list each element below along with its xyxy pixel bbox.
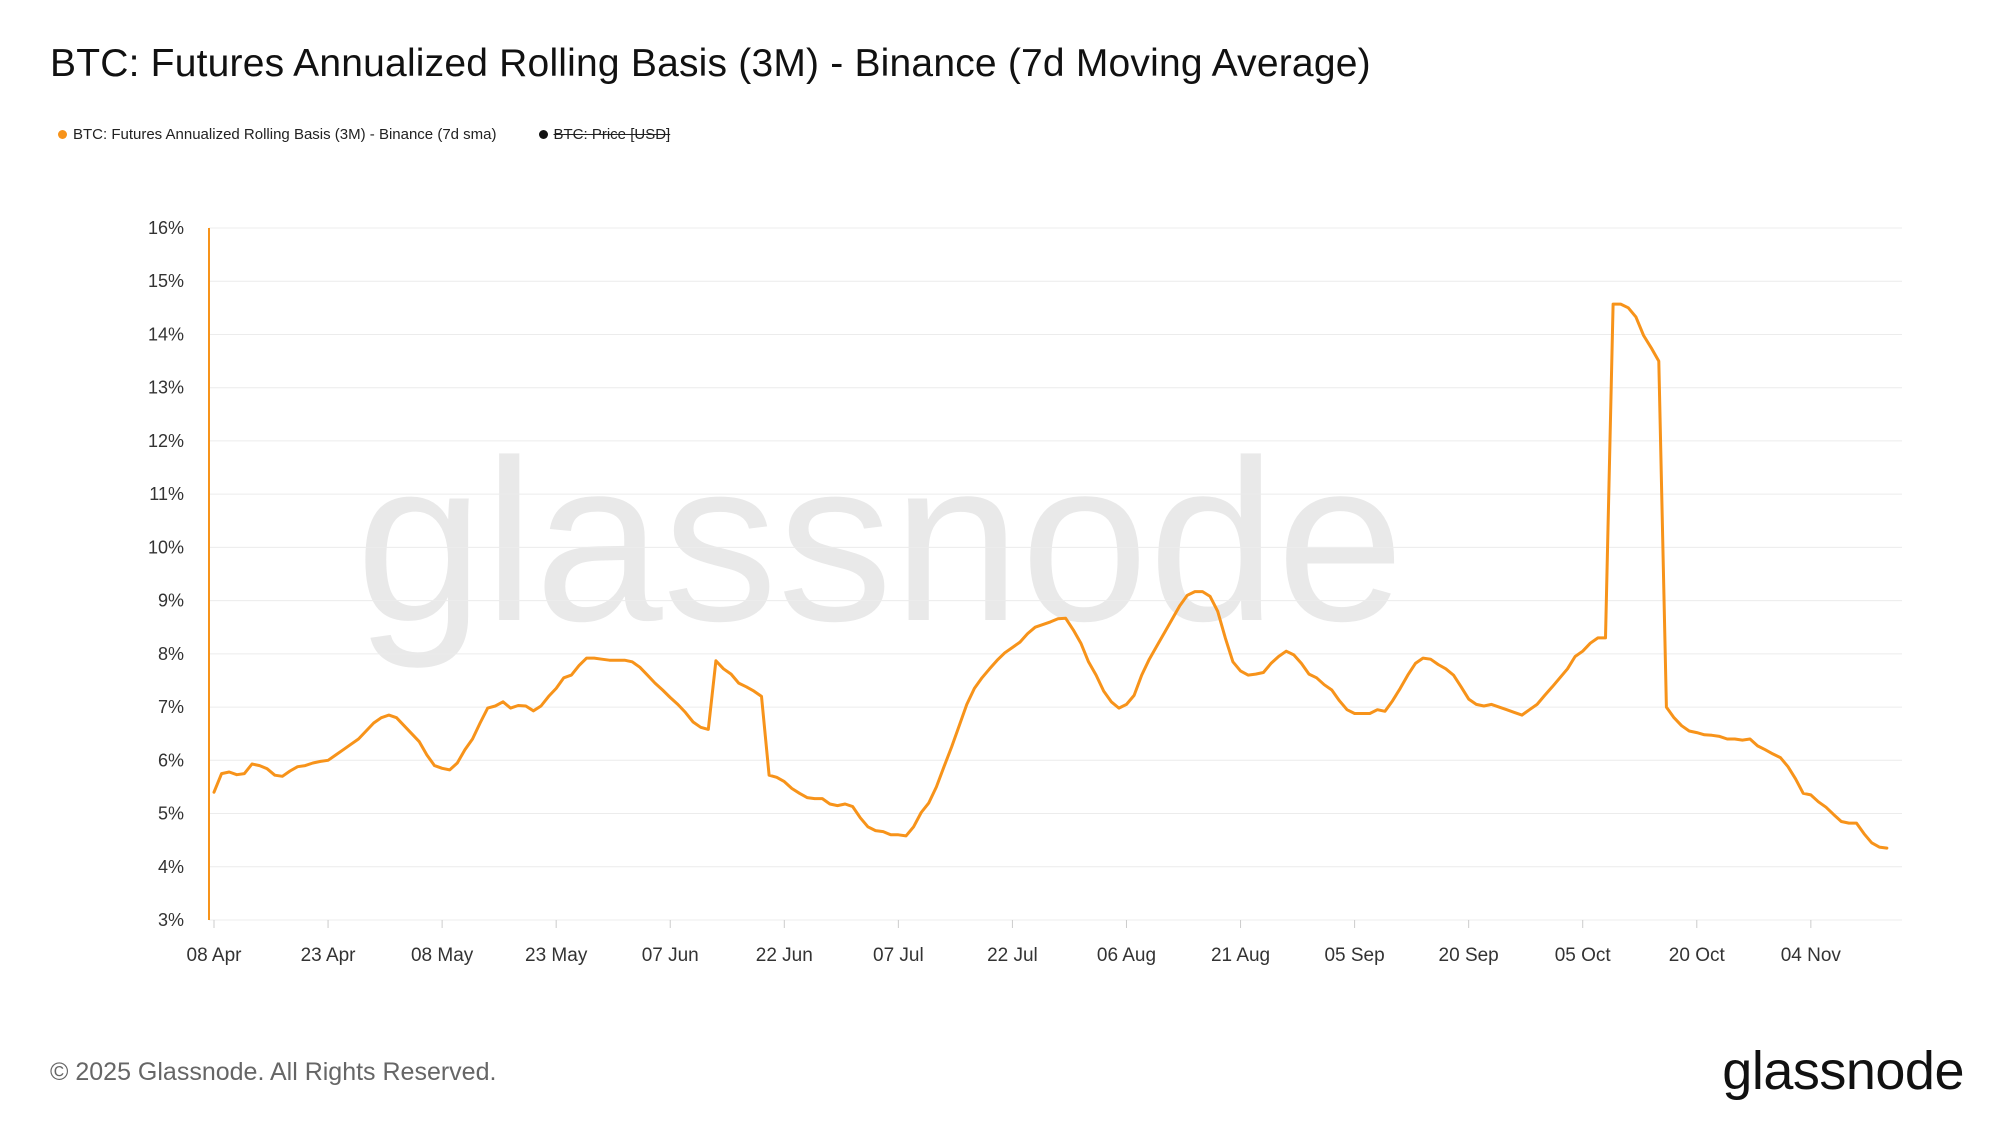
y-tick-label: 4% [158, 857, 184, 877]
legend-item-basis[interactable]: BTC: Futures Annualized Rolling Basis (3… [58, 126, 497, 143]
x-tick-label: 04 Nov [1781, 945, 1842, 966]
x-tick-label: 20 Sep [1439, 945, 1499, 966]
y-tick-label: 11% [149, 484, 184, 504]
y-tick-label: 12% [148, 431, 184, 451]
y-tick-label: 5% [158, 804, 184, 824]
y-tick-label: 10% [148, 537, 184, 557]
x-tick-label: 21 Aug [1211, 945, 1270, 966]
chart-title: BTC: Futures Annualized Rolling Basis (3… [50, 42, 1371, 85]
x-tick-label: 07 Jul [873, 945, 924, 966]
x-axis: 08 Apr 23 Apr 08 May 23 May 07 Jun 22 Jun 07 J… [187, 920, 1842, 966]
x-tick-label: 05 Sep [1324, 945, 1384, 966]
legend-item-price[interactable]: BTC: Price [USD] [538, 126, 671, 143]
x-tick-label: 20 Oct [1669, 945, 1726, 966]
footer-logo[interactable]: glassnode [1722, 1041, 1964, 1101]
x-tick-label: 08 Apr [187, 945, 243, 966]
x-tick-label: 06 Aug [1097, 945, 1156, 966]
series-group [212, 302, 1889, 850]
watermark: glassnode [356, 412, 1405, 669]
chart-legend: BTC: Futures Annualized Rolling Basis (3… [58, 126, 670, 143]
y-tick-label: 13% [148, 378, 184, 398]
series-line-basis[interactable] [212, 302, 1889, 850]
x-tick-label: 08 May [411, 945, 474, 966]
y-tick-label: 7% [158, 697, 184, 717]
x-tick-label: 07 Jun [642, 945, 699, 966]
x-tick-label: 23 May [525, 945, 588, 966]
footer-copyright: © 2025 Glassnode. All Rights Reserved. [50, 1058, 497, 1086]
legend-dot-price [538, 130, 548, 139]
y-tick-label: 9% [158, 591, 184, 611]
x-tick-label: 22 Jun [756, 945, 813, 966]
y-axis: 3% 4% 5% 6% 7% 8% 9% 10% 11% 12% 13% 14% 15% 16% [148, 218, 184, 930]
legend-label-price: BTC: Price [USD] [553, 126, 671, 143]
y-tick-label: 16% [148, 218, 184, 238]
y-tick-label: 14% [148, 324, 184, 344]
x-tick-label: 23 Apr [301, 945, 357, 966]
legend-label-basis: BTC: Futures Annualized Rolling Basis (3… [73, 126, 497, 143]
y-tick-label: 6% [158, 750, 184, 770]
y-tick-label: 8% [158, 644, 184, 664]
x-tick-label: 22 Jul [987, 945, 1038, 966]
x-tick-label: 05 Oct [1555, 945, 1612, 966]
legend-dot-basis [58, 130, 67, 139]
y-tick-label: 3% [158, 910, 184, 930]
y-tick-label: 15% [148, 271, 184, 291]
